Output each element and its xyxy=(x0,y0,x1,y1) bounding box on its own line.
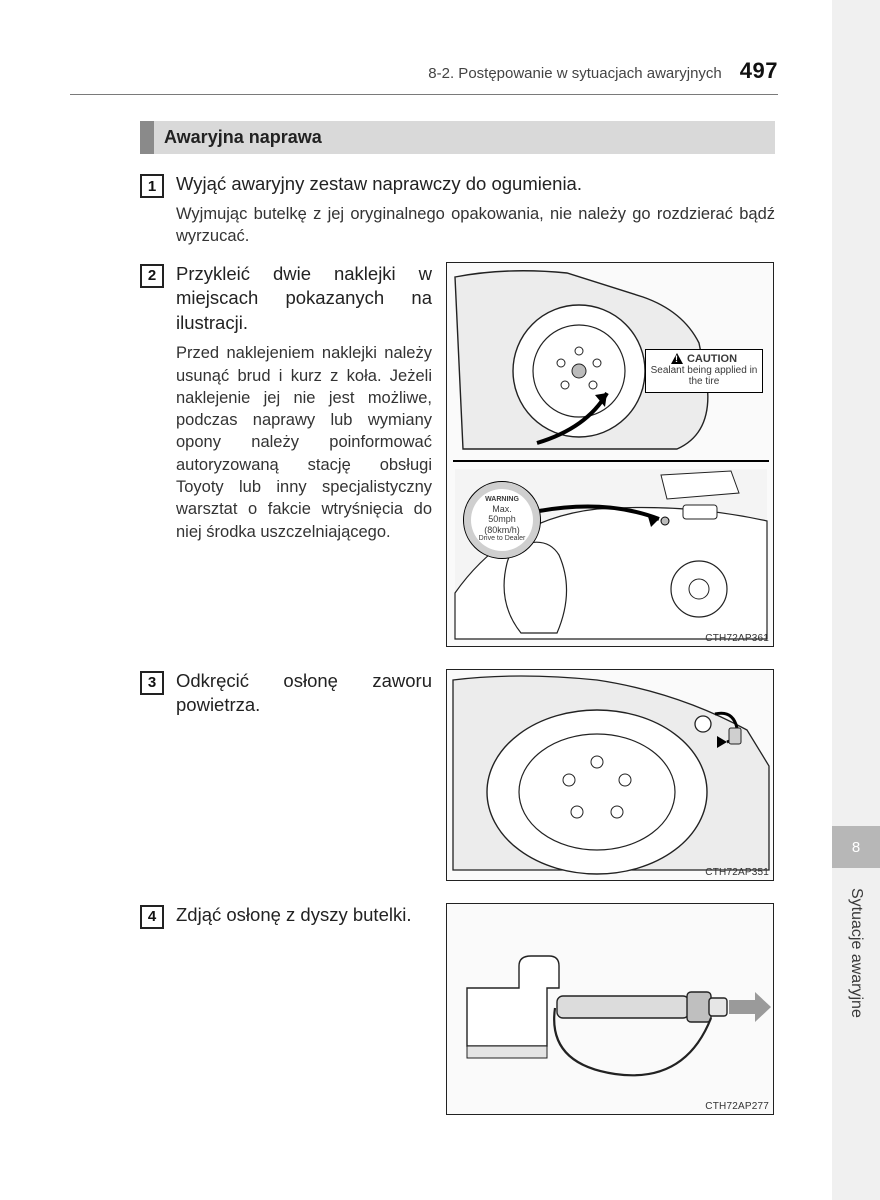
figure-id: CTH72AP361 xyxy=(705,633,769,644)
side-column: 8 Sytuacje awaryjne xyxy=(832,0,880,1200)
step-sub: Przed naklejeniem naklejki należy usunąć… xyxy=(176,342,432,542)
page: 8-2. Postępowanie w sytuacjach awaryjnyc… xyxy=(0,0,830,1200)
section-path: 8-2. Postępowanie w sytuacjach awaryjnyc… xyxy=(428,65,721,82)
figure-step2: CAUTION Sealant being applied in the tir… xyxy=(446,262,774,647)
warning-speed-disc: WARNING Max. 50mph (80km/h) Drive to Dea… xyxy=(463,481,541,559)
caution-label: CAUTION Sealant being applied in the tir… xyxy=(645,349,763,393)
step-lead: Przykleić dwie naklejki w miejscach poka… xyxy=(176,262,432,337)
step-1: 1 Wyjąć awaryjny zestaw naprawczy do ogu… xyxy=(140,172,775,248)
figure-step4-svg xyxy=(447,904,775,1116)
figure-step2-svg xyxy=(447,263,775,648)
figure-id: CTH72AP351 xyxy=(705,867,769,878)
step-4-row: 4 Zdjąć osłonę z dyszy butelki. xyxy=(140,903,775,1115)
warning-triangle-icon xyxy=(671,353,683,364)
page-header: 8-2. Postępowanie w sytuacjach awaryjnyc… xyxy=(70,58,778,95)
step-3: 3 Odkręcić osłonę zaworu powietrza. xyxy=(140,669,432,719)
section-title: Awaryjna naprawa xyxy=(140,121,775,154)
page-number: 497 xyxy=(740,58,778,84)
step-4: 4 Zdjąć osłonę z dyszy butelki. xyxy=(140,903,432,928)
step-sub: Wyjmując butelkę z jej oryginalnego opak… xyxy=(176,203,775,248)
caution-text: Sealant being applied in the tire xyxy=(650,365,758,387)
step-number: 1 xyxy=(140,174,164,198)
step-lead: Wyjąć awaryjny zestaw naprawczy do ogumi… xyxy=(176,172,775,197)
step-number: 3 xyxy=(140,671,164,695)
figure-step3-svg xyxy=(447,670,775,882)
step-3-row: 3 Odkręcić osłonę zaworu powietrza. xyxy=(140,669,775,881)
caution-title: CAUTION xyxy=(687,353,737,365)
content: Awaryjna naprawa 1 Wyjąć awaryjny zestaw… xyxy=(140,121,775,1115)
step-lead: Odkręcić osłonę zaworu powietrza. xyxy=(176,669,432,719)
figure-step3: CTH72AP351 xyxy=(446,669,774,881)
figure-id: CTH72AP277 xyxy=(705,1101,769,1112)
warn-bottom: Drive to Dealer xyxy=(479,535,526,543)
chapter-vertical-label: Sytuacje awaryjne xyxy=(832,880,880,1180)
warn-heading: WARNING xyxy=(479,496,526,504)
warn-l1: Max. xyxy=(479,504,526,514)
step-number: 2 xyxy=(140,264,164,288)
warn-l2: 50mph xyxy=(479,514,526,524)
chapter-tab: 8 xyxy=(832,826,880,868)
step-lead: Zdjąć osłonę z dyszy butelki. xyxy=(176,903,432,928)
warn-l3: (80km/h) xyxy=(479,525,526,535)
step-2-row: 2 Przykleić dwie naklejki w miejscach po… xyxy=(140,262,775,647)
step-2: 2 Przykleić dwie naklejki w miejscach po… xyxy=(140,262,432,543)
figure-step4: CTH72AP277 xyxy=(446,903,774,1115)
step-number: 4 xyxy=(140,905,164,929)
